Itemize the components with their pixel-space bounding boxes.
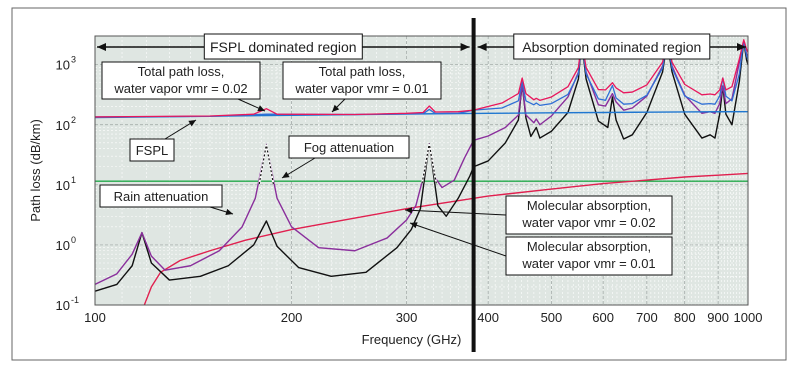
y-tick-base: 10 bbox=[56, 58, 70, 73]
annotation-arrow-line bbox=[404, 209, 507, 216]
annotations: Total path loss,water vapor vmr = 0.02To… bbox=[99, 61, 673, 276]
annotation-arrow-head bbox=[225, 208, 233, 216]
series-group bbox=[94, 39, 749, 306]
y-tick-exponent: -1 bbox=[71, 295, 79, 305]
y-axis-title: Path loss (dB/km) bbox=[28, 119, 43, 222]
annotation-arrow-line bbox=[409, 222, 507, 257]
annotation-total-002: Total path loss, water vapor vmr = 0.02 bbox=[101, 61, 266, 112]
annotation-box bbox=[288, 135, 410, 159]
annotation-box bbox=[129, 138, 175, 162]
y-tick-base: 10 bbox=[56, 238, 70, 253]
x-tick-label: 700 bbox=[636, 310, 658, 325]
y-tick-exponent: 2 bbox=[71, 115, 76, 125]
annotation-text: water vapor vmr = 0.02 bbox=[113, 81, 247, 96]
annotation-arrow-head bbox=[410, 222, 418, 229]
annotation-arrow-head bbox=[257, 105, 265, 112]
series-line-mol-001 bbox=[94, 40, 749, 292]
peak-tip-dotted bbox=[258, 144, 267, 185]
annotation-box bbox=[505, 195, 673, 235]
peak-tip-dotted bbox=[265, 144, 274, 185]
peak-tip-dotted bbox=[428, 143, 437, 184]
annotation-box bbox=[101, 61, 261, 100]
annotation-mol-001: Molecular absorption, water vapor vmr = 0… bbox=[409, 222, 673, 276]
x-tick-label: 200 bbox=[281, 310, 303, 325]
annotation-text: FSPL bbox=[136, 143, 169, 158]
annotation-total-001: Total path loss, water vapor vmr = 0.01 bbox=[282, 61, 442, 113]
annotation-mol-002: Molecular absorption, water vapor vmr = 0… bbox=[404, 195, 673, 235]
y-tick-base: 10 bbox=[56, 178, 70, 193]
annotation-text: Total path loss, bbox=[319, 64, 406, 79]
annotation-arrow-head bbox=[188, 120, 196, 127]
region-fspl: FSPL dominated region bbox=[97, 33, 470, 60]
x-tick-label: 400 bbox=[477, 310, 499, 325]
annotation-box bbox=[505, 236, 673, 276]
y-tick-label: 10 0 bbox=[56, 235, 76, 253]
annotation-text: Total path loss, bbox=[138, 64, 225, 79]
annotation-text: water vapor vmr = 0.01 bbox=[521, 256, 655, 271]
x-tick-label: 900 bbox=[707, 310, 729, 325]
x-tick-label: 300 bbox=[396, 310, 418, 325]
annotation-text: water vapor vmr = 0.01 bbox=[294, 81, 428, 96]
annotation-arrow-head bbox=[405, 207, 413, 214]
region-arrow-head-left bbox=[97, 43, 106, 51]
annotation-rain: Rain attenuation bbox=[99, 184, 234, 216]
annotation-box bbox=[282, 61, 442, 100]
region-label-box bbox=[203, 33, 363, 60]
x-tick-label: 1000 bbox=[734, 310, 763, 325]
plot-frame bbox=[94, 35, 749, 306]
annotation-arrow-head bbox=[282, 171, 290, 178]
region-absorption: Absorption dominated region bbox=[477, 33, 746, 60]
y-tick-label: 10 2 bbox=[56, 115, 76, 133]
y-tick-exponent: 1 bbox=[71, 175, 76, 185]
x-axis-title: Frequency (GHz) bbox=[362, 332, 462, 347]
annotation-text: Fog attenuation bbox=[304, 140, 394, 155]
x-tick-label: 800 bbox=[674, 310, 696, 325]
annotation-fog: Fog attenuation bbox=[281, 135, 410, 179]
x-tick-label: 100 bbox=[84, 310, 106, 325]
annotation-text: Molecular absorption, bbox=[527, 198, 651, 213]
x-tick-label: 500 bbox=[541, 310, 563, 325]
figure-frame bbox=[11, 7, 787, 361]
y-tick-base: 10 bbox=[56, 298, 70, 313]
annotation-text: Molecular absorption, bbox=[527, 239, 651, 254]
y-tick-label: 10 1 bbox=[56, 175, 76, 193]
series-line-rain bbox=[143, 172, 749, 306]
annotation-text: water vapor vmr = 0.02 bbox=[521, 215, 655, 230]
region-label: FSPL dominated region bbox=[210, 39, 357, 55]
x-tick-labels: 100 200 300 400 500 600 700 800 900 1000 bbox=[84, 310, 762, 325]
region-label: Absorption dominated region bbox=[522, 39, 701, 55]
annotation-fspl: FSPL bbox=[129, 119, 197, 162]
y-tick-label: 10 3 bbox=[56, 55, 76, 73]
annotation-text: Rain attenuation bbox=[114, 189, 209, 204]
y-tick-base: 10 bbox=[56, 118, 70, 133]
y-tick-exponent: 0 bbox=[71, 235, 76, 245]
y-tick-label: 10 -1 bbox=[56, 295, 79, 313]
region-arrow-head-right bbox=[737, 43, 746, 51]
series-line-total-001 bbox=[94, 39, 749, 118]
region-label-box bbox=[513, 33, 711, 60]
annotation-box bbox=[99, 184, 223, 208]
peak-tip-dotted bbox=[421, 143, 430, 184]
y-tick-exponent: 3 bbox=[71, 55, 76, 65]
x-tick-label: 600 bbox=[592, 310, 614, 325]
region-arrow-head-right bbox=[460, 43, 470, 51]
region-arrow-head-left bbox=[477, 43, 487, 51]
annotation-arrow-head bbox=[332, 104, 340, 112]
